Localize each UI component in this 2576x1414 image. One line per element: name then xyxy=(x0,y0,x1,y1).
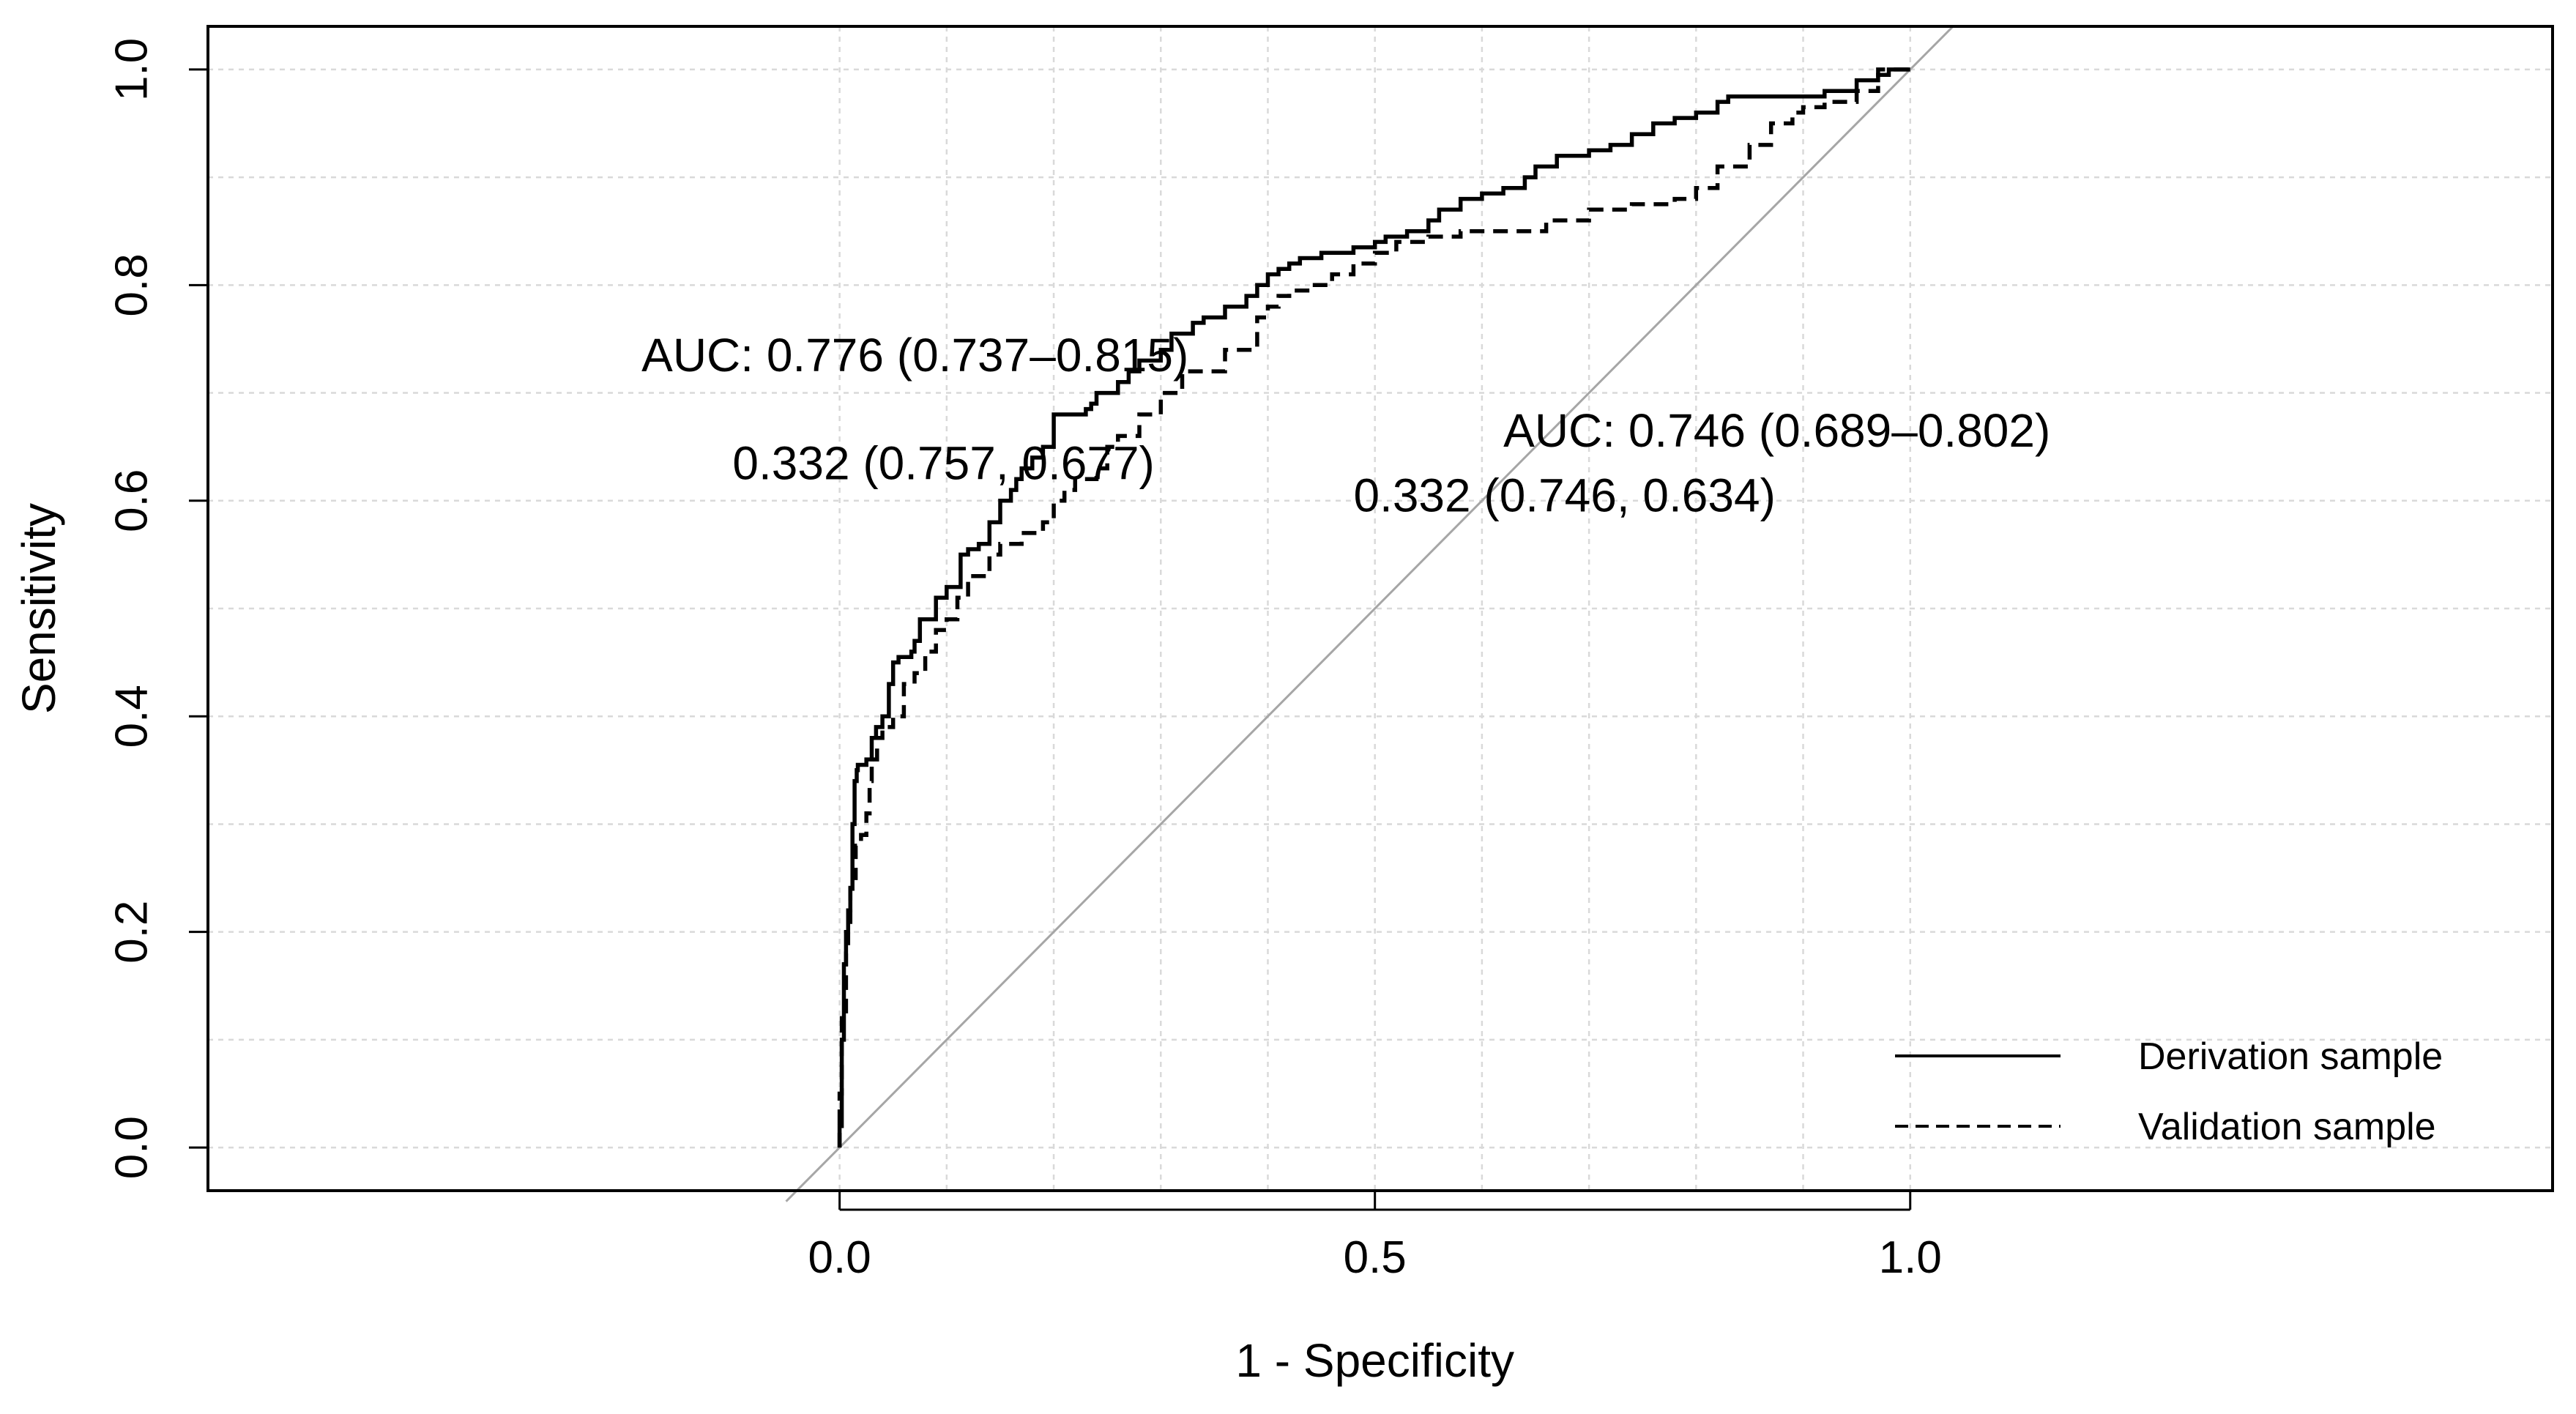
auc-annotation: AUC: 0.746 (0.689–0.802) xyxy=(1503,404,2050,457)
x-tick-label: 1.0 xyxy=(1879,1232,1942,1283)
annotation-layer: AUC: 0.776 (0.737–0.815) 0.332 (0.757, 0.… xyxy=(641,329,2050,521)
series-layer xyxy=(837,67,1910,1148)
reference-diagonal-line xyxy=(785,25,1954,1202)
y-tick-label: 0.8 xyxy=(106,253,157,316)
x-axis: 0.0 0.5 1.0 xyxy=(808,1191,1942,1283)
legend-label: Validation sample xyxy=(2138,1106,2436,1148)
derivation-sample-line xyxy=(837,67,1910,1148)
legend: Derivation sample Validation sample xyxy=(1895,1035,2443,1148)
cutoff-annotation: 0.332 (0.757, 0.677) xyxy=(732,436,1154,489)
x-axis-label: 1 - Specificity xyxy=(1235,1334,1514,1387)
y-tick-label: 0.2 xyxy=(106,901,157,964)
legend-label: Derivation sample xyxy=(2138,1035,2443,1078)
y-tick-label: 1.0 xyxy=(106,38,157,101)
validation-sample-line xyxy=(837,67,1910,1148)
x-tick-label: 0.5 xyxy=(1344,1232,1407,1283)
y-tick-label: 0.0 xyxy=(106,1116,157,1179)
y-tick-label: 0.6 xyxy=(106,469,157,532)
cutoff-annotation: 0.332 (0.746, 0.634) xyxy=(1353,469,1775,522)
grid-layer xyxy=(208,26,2553,1191)
y-tick-label: 0.4 xyxy=(106,685,157,748)
y-axis-label: Sensitivity xyxy=(12,503,65,714)
auc-annotation: AUC: 0.776 (0.737–0.815) xyxy=(641,329,1188,382)
plot-frame xyxy=(206,25,2554,1192)
x-tick-label: 0.0 xyxy=(808,1232,871,1283)
y-axis: 0.0 0.2 0.4 0.6 0.8 1.0 xyxy=(106,38,208,1179)
